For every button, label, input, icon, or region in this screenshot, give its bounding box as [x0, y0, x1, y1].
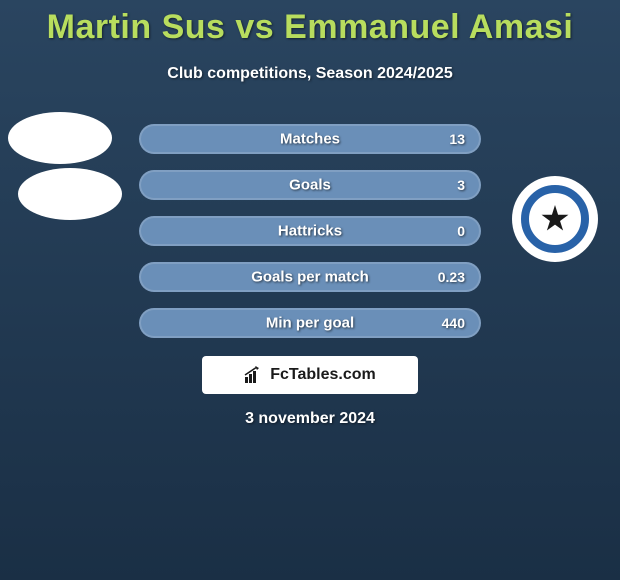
stat-value: 0: [457, 223, 465, 239]
player2-avatar: [18, 168, 122, 220]
stat-row: Goals 3: [139, 170, 481, 200]
watermark: FcTables.com: [202, 356, 418, 394]
stat-value: 13: [449, 131, 465, 147]
stat-label: Min per goal: [266, 315, 354, 332]
page-title: Martin Sus vs Emmanuel Amasi: [0, 0, 620, 47]
stat-label: Hattricks: [278, 223, 342, 240]
stat-row: Goals per match 0.23: [139, 262, 481, 292]
stat-value: 0.23: [438, 269, 465, 285]
player1-avatar: [8, 112, 112, 164]
stat-value: 440: [442, 315, 465, 331]
subtitle: Club competitions, Season 2024/2025: [0, 65, 620, 83]
stat-value: 3: [457, 177, 465, 193]
watermark-text: FcTables.com: [270, 366, 376, 384]
stat-label: Goals: [289, 177, 331, 194]
stats-bars: Matches 13 Goals 3 Hattricks 0 Goals per…: [139, 124, 481, 354]
star-icon: [541, 205, 569, 233]
stat-row: Hattricks 0: [139, 216, 481, 246]
club-badge-inner: [521, 185, 589, 253]
date-text: 3 november 2024: [0, 410, 620, 428]
stat-label: Matches: [280, 131, 340, 148]
stat-row: Matches 13: [139, 124, 481, 154]
stat-row: Min per goal 440: [139, 308, 481, 338]
stat-label: Goals per match: [251, 269, 369, 286]
chart-icon: [244, 366, 264, 384]
club-badge: [512, 176, 598, 262]
